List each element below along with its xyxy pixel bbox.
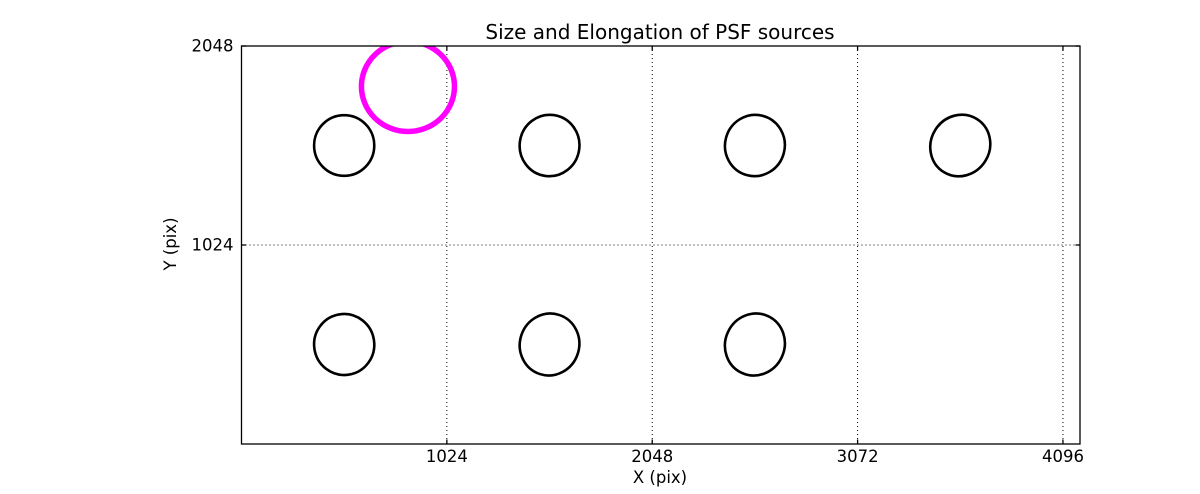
y-axis-label: Y (pix) [161,217,180,271]
tick-layer [241,45,1080,444]
tick-label-layer: 1024 2048 3072 4096 1024 2048 [192,37,1084,467]
chart-title: Size and Elongation of PSF sources [485,20,834,44]
x-tick-label: 2048 [631,447,673,466]
psf-source-ellipse [928,113,992,178]
psf-source-ellipse [518,113,581,178]
data-layer [312,46,992,377]
psf-source-ellipse [312,312,376,377]
x-tick-label: 3072 [837,447,879,466]
psf-source-ellipse [312,113,376,178]
x-axis-label: X (pix) [633,468,687,487]
reference-circle [358,46,458,135]
psf-source-ellipse [518,312,581,377]
y-tick-label: 2048 [192,37,234,56]
psf-source-ellipse [723,312,787,377]
x-tick-label: 1024 [426,447,468,466]
x-tick-label: 4096 [1042,447,1084,466]
psf-source-ellipse [723,113,787,178]
y-tick-label: 1024 [192,236,234,255]
